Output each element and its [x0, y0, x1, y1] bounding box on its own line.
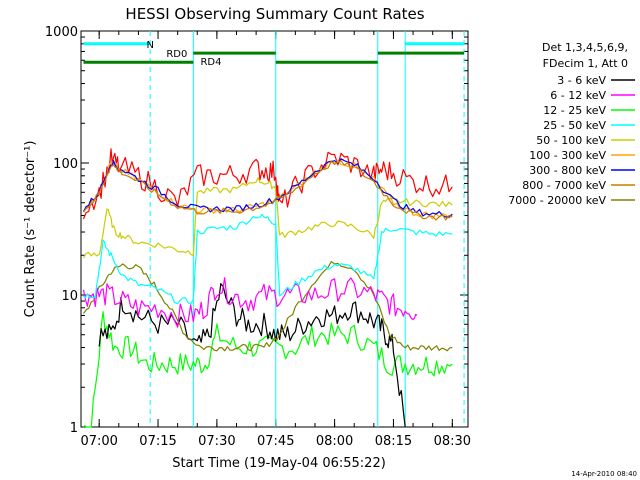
x-tick-label: 07:30	[198, 434, 235, 449]
x-tick-label: 07:00	[80, 434, 117, 449]
y-tick-label: 100	[53, 157, 78, 172]
mode-segment-label: N	[146, 40, 153, 51]
series-line	[83, 213, 453, 305]
series-line	[83, 160, 453, 221]
series-line	[98, 283, 406, 428]
y-tick-label: 1000	[45, 25, 78, 40]
mode-segments: N RD0 RD4	[83, 40, 465, 68]
series-line	[83, 260, 453, 352]
legend: Det 1,3,4,5,6,9, FDecim 1, Att 0 3 - 6 keV…	[508, 41, 635, 207]
mode-segment-label: RD4	[200, 57, 221, 68]
chart-title: HESSI Observing Summary Count Rates	[125, 5, 424, 23]
legend-entry: 50 - 100 keV	[536, 134, 606, 147]
y-axis-label: Count Rate (s⁻¹ detector⁻¹)	[23, 141, 38, 318]
series-line	[82, 148, 453, 220]
legend-entry: 12 - 25 keV	[543, 104, 606, 117]
legend-header: FDecim 1, Att 0	[543, 57, 628, 70]
series-line	[82, 158, 453, 218]
legend-entry: 100 - 300 keV	[529, 149, 606, 162]
legend-entry: 25 - 50 keV	[543, 119, 606, 132]
y-tick-label: 10	[61, 289, 78, 304]
legend-entry: 3 - 6 keV	[557, 74, 606, 87]
footer-date: 14-Apr-2010 08:40	[571, 470, 637, 478]
plot-frame	[80, 30, 469, 428]
legend-header: Det 1,3,4,5,6,9,	[542, 41, 628, 54]
x-tick-label: 08:00	[316, 434, 353, 449]
axis-ticks: 07:00 07:15 07:30 07:45 08:00 08:15 08:30 1 10 10…	[45, 25, 471, 449]
series-line	[82, 177, 453, 259]
series-layer	[82, 148, 453, 428]
x-tick-label: 07:15	[139, 434, 176, 449]
y-tick-label: 1	[70, 421, 78, 436]
x-tick-label: 08:30	[434, 434, 471, 449]
x-tick-label: 07:45	[257, 434, 294, 449]
x-tick-label: 08:15	[375, 434, 412, 449]
legend-entry: 800 - 7000 keV	[522, 179, 606, 192]
x-axis-label: Start Time (19-May-04 06:55:22)	[172, 456, 386, 471]
series-line	[83, 311, 453, 428]
series-line	[82, 277, 418, 328]
legend-entry: 6 - 12 keV	[550, 89, 606, 102]
mode-segment-label: RD0	[166, 49, 187, 60]
legend-entry: 7000 - 20000 keV	[508, 194, 606, 207]
legend-entry: 300 - 800 keV	[529, 164, 606, 177]
